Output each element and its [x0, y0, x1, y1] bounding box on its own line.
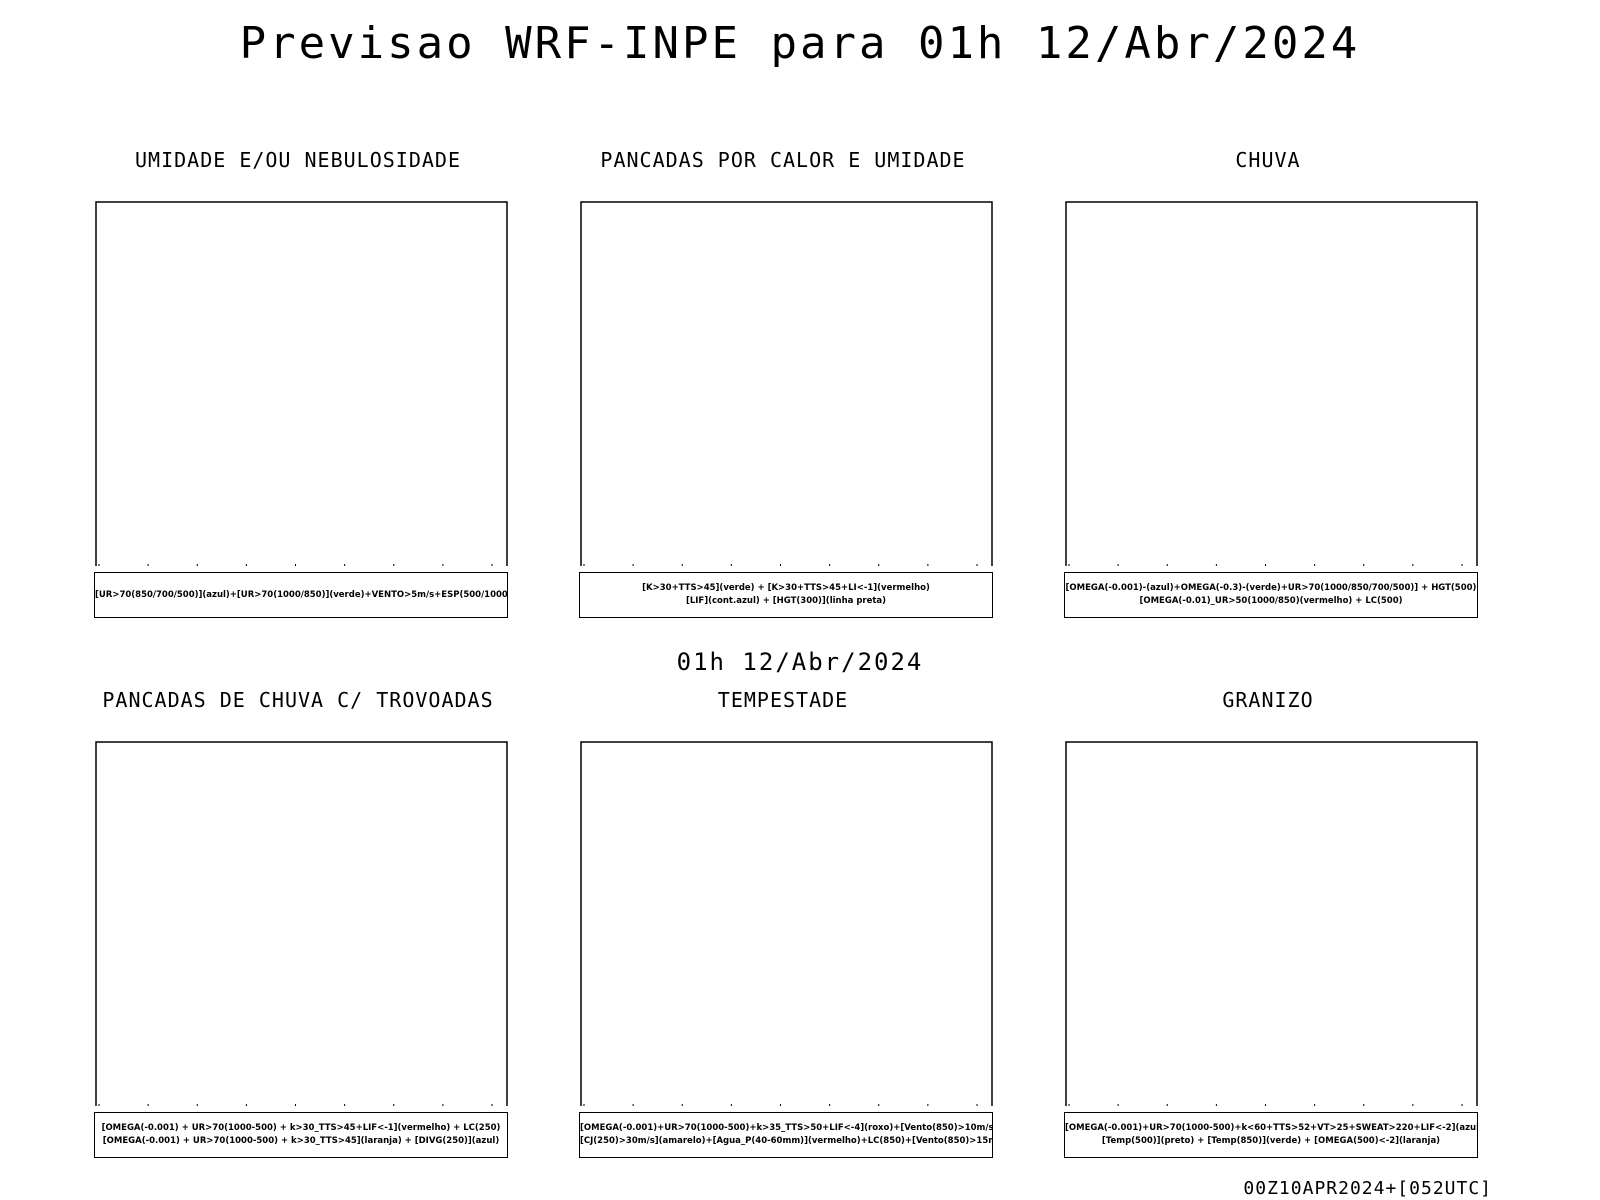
panel-chuva: CHUVA 58858558257957657357056712S15S18S2…: [1028, 148, 1508, 638]
map-background: [581, 742, 992, 1106]
panel-title: PANCADAS DE CHUVA C/ TROVOADAS: [102, 688, 494, 712]
legend-box: [UR>70(850/700/500)](azul)+[UR>70(1000/8…: [94, 572, 508, 618]
map-background: [96, 742, 507, 1106]
map-frame: [1065, 201, 1478, 566]
map-trovoadas: 12S15S18S21S24S27S30S33S36S39S42S70W65W6…: [95, 741, 508, 1106]
legend-line-2: [OMEGA(-0.001) + UR>70(1000-500) + k>30_…: [102, 1136, 500, 1146]
legend-box: [OMEGA(-0.001) + UR>70(1000-500) + k>30_…: [94, 1112, 508, 1158]
legend-box: [OMEGA(-0.001)+UR>70(1000-500)+k<60+TTS>…: [1064, 1112, 1478, 1158]
legend-line-1: [UR>70(850/700/500)](azul)+[UR>70(1000/8…: [95, 589, 507, 600]
map-tempestade: 404040404012S15S18S21S24S27S30S33S36S39S…: [580, 741, 993, 1106]
panel-pancadas-calor: PANCADAS POR CALOR E UMIDADE 96809680968…: [543, 148, 1023, 638]
panel-title: UMIDADE E/OU NEBULOSIDADE: [134, 148, 462, 172]
map-umidade: 1012101210161016102010201024102410281020…: [95, 201, 508, 566]
legend-line-2: [LIF](cont.azul) + [HGT(300)](linha pret…: [685, 596, 887, 606]
panel-title: PANCADAS POR CALOR E UMIDADE: [600, 148, 966, 172]
map-background: [96, 202, 507, 566]
legend-line-1: [OMEGA(-0.001)+UR>70(1000-500)+k<60+TTS>…: [1065, 1123, 1477, 1133]
forecast-time-label: 01h 12/Abr/2024: [676, 648, 924, 676]
map-granizo: 18151296-6-12-15-18-24-2115151812S15S18S…: [1065, 741, 1478, 1106]
legend-box: [OMEGA(-0.001)-(azul)+OMEGA(-0.3)-(verde…: [1064, 572, 1478, 618]
panel-umidade: UMIDADE E/OU NEBULOSIDADE 10121012101610…: [58, 148, 538, 638]
legend-line-2: [OMEGA(-0.01)_UR>50(1000/850)(vermelho) …: [1139, 596, 1403, 606]
map-frame: [580, 201, 993, 566]
legend-line-2: [Temp(500)](preto) + [Temp(850)](verde) …: [1101, 1136, 1441, 1146]
map-frame: [95, 201, 508, 566]
legend-line-1: [OMEGA(-0.001)+UR>70(1000-500)+k>35_TTS>…: [580, 1123, 992, 1133]
legend-line-2: [CJ(250)>30m/s](amarelo)+[Agua_P(40-60mm…: [580, 1136, 992, 1146]
panel-tempestade: TEMPESTADE 404040404012S15S18S21S24S27S3…: [543, 688, 1023, 1178]
panel-trovoadas: PANCADAS DE CHUVA C/ TROVOADAS 12S15S18S…: [58, 688, 538, 1178]
legend-line-1: [OMEGA(-0.001)-(azul)+OMEGA(-0.3)-(verde…: [1065, 583, 1477, 593]
map-pancadas-calor: 9680968096809600960096009520952094409440…: [580, 201, 993, 566]
panel-granizo: GRANIZO 18151296-6-12-15-18-24-211515181…: [1028, 688, 1508, 1178]
legend-box: [K>30+TTS>45](verde) + [K>30+TTS>45+LI<-…: [579, 572, 993, 618]
map-chuva: 58858558257957657357056712S15S18S21S24S2…: [1065, 201, 1478, 566]
panel-title: GRANIZO: [1222, 688, 1314, 712]
run-info-label: 00Z10APR2024+[052UTC]: [1243, 1178, 1492, 1199]
map-background: [1066, 742, 1477, 1106]
map-frame: [1065, 741, 1478, 1106]
panel-title: CHUVA: [1235, 148, 1301, 172]
map-frame: [580, 741, 993, 1106]
map-frame: [95, 741, 508, 1106]
map-background: [581, 202, 992, 566]
legend-line-1: [OMEGA(-0.001) + UR>70(1000-500) + k>30_…: [101, 1123, 501, 1133]
map-background: [1066, 202, 1477, 566]
main-title: Previsao WRF-INPE para 01h 12/Abr/2024: [239, 18, 1361, 69]
legend-line-1: [K>30+TTS>45](verde) + [K>30+TTS>45+LI<-…: [642, 583, 930, 593]
legend-box: [OMEGA(-0.001)+UR>70(1000-500)+k>35_TTS>…: [579, 1112, 993, 1158]
panel-title: TEMPESTADE: [717, 688, 849, 712]
